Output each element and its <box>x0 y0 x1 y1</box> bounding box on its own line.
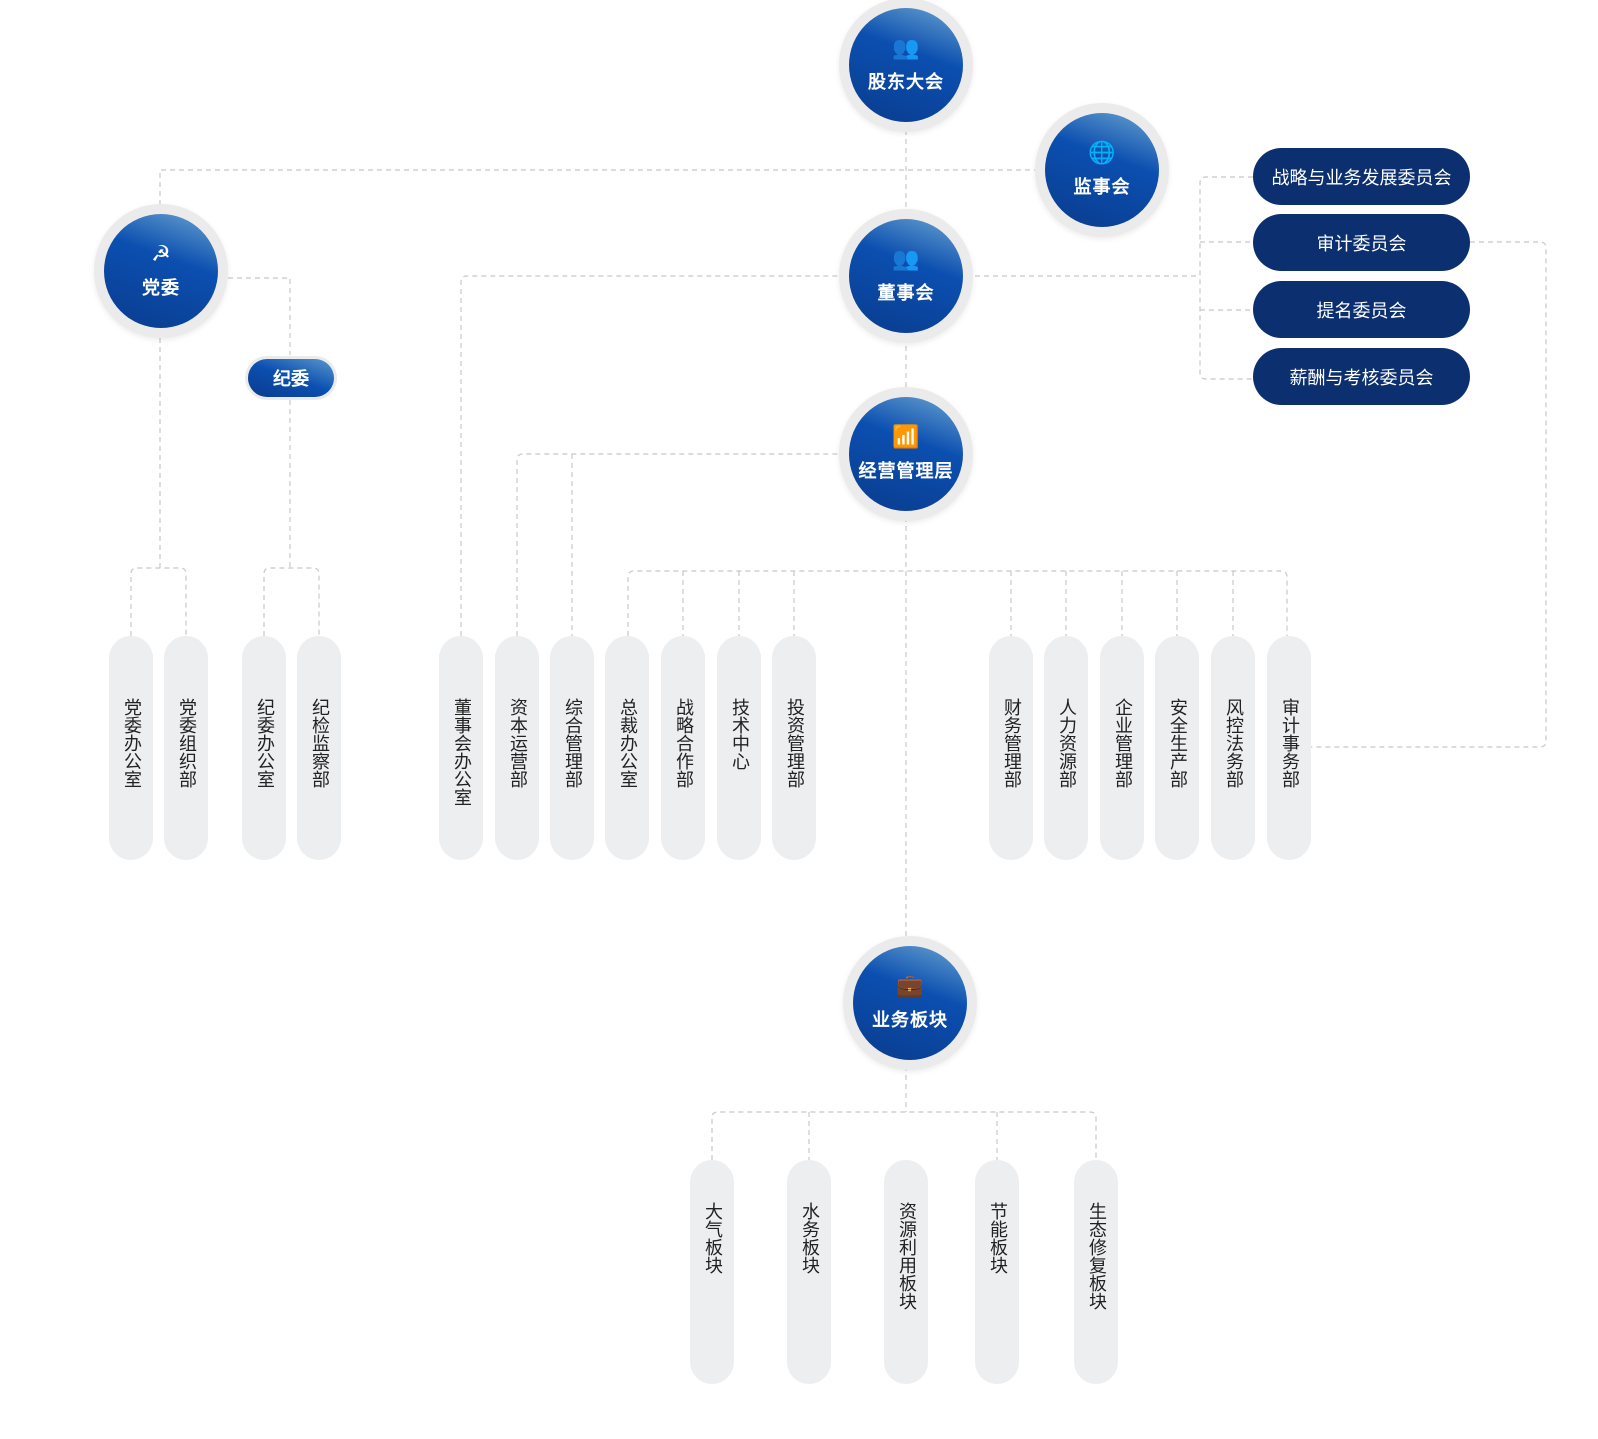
hammer-sickle-icon: ☭ <box>151 242 171 267</box>
committee-audit[interactable]: 审计委员会 <box>1253 214 1470 271</box>
committee-nomination[interactable]: 提名委员会 <box>1253 281 1470 338</box>
department-pill[interactable]: 董事会办公室 <box>439 636 483 860</box>
department-pill[interactable]: 投资管理部 <box>772 636 816 860</box>
node-shareholders-meeting[interactable]: 👥 股东大会 <box>839 0 973 132</box>
department-pill[interactable]: 风控法务部 <box>1211 636 1255 860</box>
department-pill[interactable]: 人力资源部 <box>1044 636 1088 860</box>
department-pill[interactable]: 企业管理部 <box>1100 636 1144 860</box>
department-pill[interactable]: 财务管理部 <box>989 636 1033 860</box>
department-pill[interactable]: 技术中心 <box>717 636 761 860</box>
committee-strategy[interactable]: 战略与业务发展委员会 <box>1253 148 1470 205</box>
node-business-segments[interactable]: 💼 业务板块 <box>843 936 977 1070</box>
department-pill[interactable]: 党委办公室 <box>109 636 153 860</box>
department-pill[interactable]: 综合管理部 <box>550 636 594 860</box>
department-pill[interactable]: 党委组织部 <box>164 636 208 860</box>
briefcase-icon: 💼 <box>896 974 924 999</box>
department-pill[interactable]: 审计事务部 <box>1267 636 1311 860</box>
department-pill[interactable]: 总裁办公室 <box>605 636 649 860</box>
meeting-icon: 👥 <box>892 247 920 272</box>
department-pill[interactable]: 纪委办公室 <box>242 636 286 860</box>
committee-compensation[interactable]: 薪酬与考核委员会 <box>1253 348 1470 405</box>
node-board[interactable]: 👥 董事会 <box>839 209 973 343</box>
department-pill[interactable]: 纪检监察部 <box>297 636 341 860</box>
node-discipline-committee[interactable]: 纪委 <box>245 356 337 400</box>
node-management[interactable]: 📶 经营管理层 <box>839 387 973 521</box>
segment-pill[interactable]: 节能板块 <box>975 1160 1019 1384</box>
bar-chart-up-icon: 📶 <box>892 425 920 450</box>
segment-pill[interactable]: 大气板块 <box>690 1160 734 1384</box>
department-pill[interactable]: 安全生产部 <box>1155 636 1199 860</box>
globe-people-icon: 🌐 <box>1088 141 1116 166</box>
department-pill[interactable]: 资本运营部 <box>495 636 539 860</box>
node-supervisory-board[interactable]: 🌐 监事会 <box>1035 103 1169 237</box>
segment-pill[interactable]: 水务板块 <box>787 1160 831 1384</box>
segment-pill[interactable]: 资源利用板块 <box>884 1160 928 1384</box>
segment-pill[interactable]: 生态修复板块 <box>1074 1160 1118 1384</box>
people-group-icon: 👥 <box>892 36 920 61</box>
department-pill[interactable]: 战略合作部 <box>661 636 705 860</box>
node-party-committee[interactable]: ☭ 党委 <box>94 204 228 338</box>
